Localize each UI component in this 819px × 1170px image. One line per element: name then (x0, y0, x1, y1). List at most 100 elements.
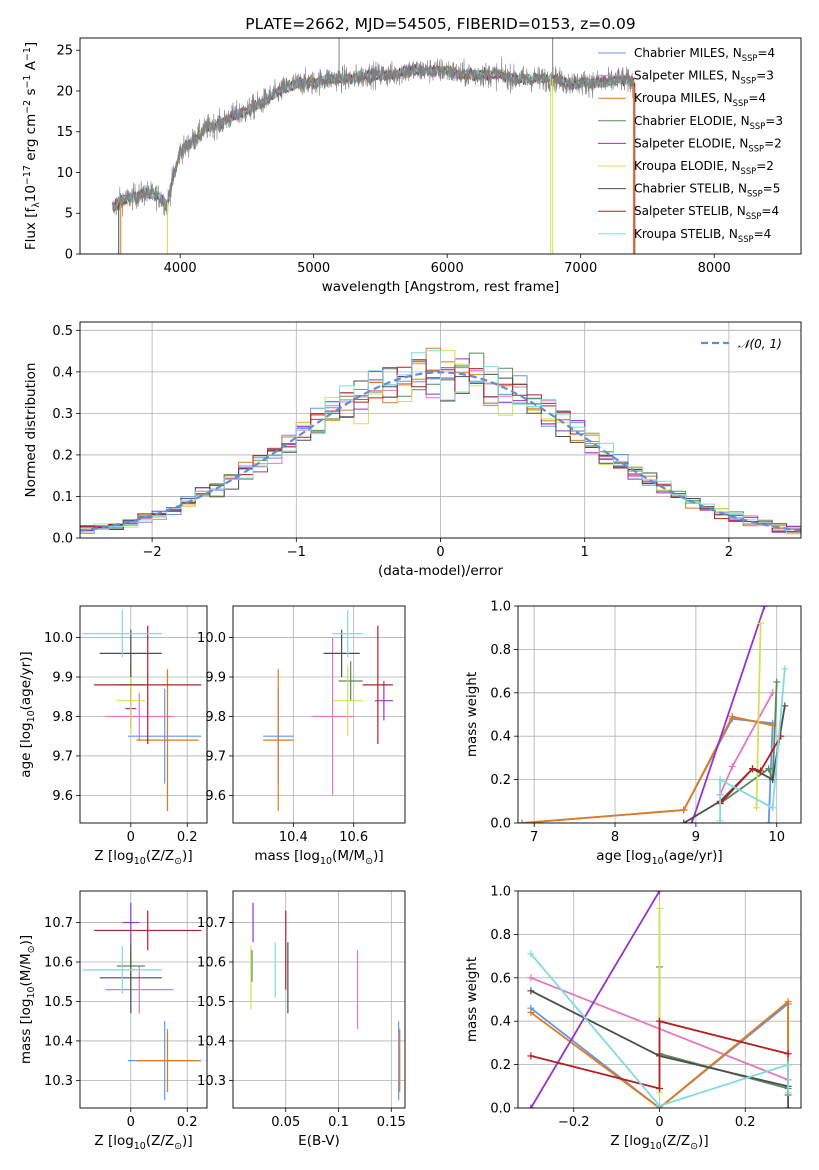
x-tick-label: 10 (768, 830, 785, 845)
weight-marker (769, 804, 777, 812)
y-tick-label: 10.6 (44, 956, 73, 971)
x-tick-label: 2 (725, 545, 733, 560)
weight-marker (769, 689, 777, 697)
axes-frame (79, 890, 208, 1109)
panel-age-metallicity: 0 0.2 9.6 9.7 9.8 9.9 10.0 Z [log10(Z/Z⊙)] age [… (18, 605, 208, 867)
y-tick-label: 10.5 (197, 995, 226, 1010)
weight-line (530, 989, 789, 1108)
x-tick-label: 7000 (564, 261, 597, 276)
plot-area-age-mass (233, 606, 405, 823)
x-tick-label: 1 (581, 545, 589, 560)
weight-marker (527, 1104, 535, 1108)
y-tick-label: 15 (56, 125, 73, 140)
y-tick-label: 10.4 (197, 1034, 226, 1049)
y-tick-label: 9.8 (205, 710, 226, 725)
y-tick-label: 0.2 (52, 448, 73, 463)
y-tick-label: 10.7 (197, 916, 226, 931)
legend-entry: Salpeter MILES, NSSP=3 (634, 69, 774, 86)
legend-entry: Salpeter ELODIE, NSSP=2 (634, 136, 782, 153)
y-tick-label: 0 (65, 248, 73, 263)
y-tick-label: 1.0 (490, 885, 511, 900)
x-tick-label: 8 (611, 830, 619, 845)
y-tick-label: 0.5 (52, 324, 73, 339)
legend-entry: Chabrier ELODIE, NSSP=3 (634, 114, 783, 131)
x-axis-label: E(B-V) (298, 1133, 340, 1149)
plot-area-residuals (80, 322, 801, 538)
panel-age-mass: 10.4 10.6 9.6 9.7 9.8 9.9 10.0 mass [log10(M/M⊙… (197, 605, 406, 867)
weight-marker (765, 765, 773, 773)
y-tick-label: 9.9 (52, 671, 73, 686)
y-tick-label: 10.4 (44, 1034, 73, 1049)
y-tick-label: 0.4 (490, 1015, 511, 1030)
axes-frame (79, 605, 208, 824)
y-tick-label: 0.4 (52, 365, 73, 380)
weight-line (690, 606, 766, 823)
x-axis-label: Z [log10(Z/Z⊙)] (94, 848, 192, 867)
x-tick-label: 0.05 (271, 1115, 300, 1130)
panel-weight-age: 7 8 9 10 0.0 0.2 0.4 0.6 0.8 1.0 age [log10(age/yr… (464, 600, 802, 867)
x-axis-label: Z [log10(Z/Z⊙)] (610, 1133, 708, 1152)
weight-marker (656, 1017, 663, 1025)
weight-marker (656, 891, 663, 895)
weight-line (530, 999, 789, 1108)
weight-marker (527, 1009, 535, 1017)
x-tick-label: 0 (127, 1115, 135, 1130)
y-tick-label: 5 (65, 207, 73, 222)
x-tick-label: 0.2 (177, 1115, 198, 1130)
legend-entry: Kroupa STELIB, NSSP=4 (634, 227, 771, 244)
x-tick-label: 4000 (164, 261, 197, 276)
weight-marker (716, 776, 724, 784)
weight-line (521, 715, 773, 823)
y-tick-label: 10.5 (44, 995, 73, 1010)
weight-line (530, 891, 661, 1108)
axes-frame (232, 605, 406, 824)
weight-marker (781, 665, 789, 673)
weight-marker (784, 1050, 792, 1058)
y-tick-label: 0.6 (490, 971, 511, 986)
plot-area-age-metallicity (80, 606, 207, 823)
x-tick-label: 9 (692, 830, 700, 845)
weight-marker (757, 767, 765, 775)
x-tick-label: 0.15 (377, 1115, 406, 1130)
y-axis-label: mass [log10(M/M⊙)] (18, 935, 37, 1064)
x-tick-label: 0.2 (735, 1115, 756, 1130)
y-tick-label: 9.9 (205, 671, 226, 686)
normal-reference-curve (80, 371, 801, 532)
weight-marker (728, 763, 736, 771)
weight-marker (527, 974, 535, 982)
weight-line (719, 735, 782, 805)
weight-marker (656, 904, 663, 912)
y-tick-label: 0.2 (490, 1058, 511, 1073)
y-axis-label: Normed distribution (23, 363, 39, 498)
y-tick-label: 9.6 (205, 789, 226, 804)
weight-marker (753, 804, 761, 812)
y-tick-label: 9.7 (205, 749, 226, 764)
y-tick-label: 0.0 (52, 532, 73, 547)
y-tick-label: 0.3 (52, 407, 73, 422)
y-tick-label: 10.3 (197, 1074, 226, 1089)
x-tick-label: 5000 (297, 261, 330, 276)
plot-area-mass-metallicity (80, 891, 207, 1108)
y-tick-label: 10.0 (197, 631, 226, 646)
plot-area-weight-age (518, 606, 801, 823)
x-tick-label: 0.1 (328, 1115, 349, 1130)
weight-marker (784, 998, 792, 1006)
legend: Chabrier MILES, NSSP=4 Salpeter MILES, NS… (598, 46, 783, 244)
y-tick-label: 25 (56, 44, 73, 59)
y-tick-label: 9.6 (52, 789, 73, 804)
y-axis-label: age [log10(age/yr)] (18, 651, 37, 777)
y-axis-label: Flux [fλ10−17 erg cm−2 s−1 A−1] (22, 42, 42, 250)
x-tick-label: 0 (436, 545, 444, 560)
y-tick-label: 10.3 (44, 1074, 73, 1089)
axes-frame (79, 321, 802, 539)
plot-area-mass-ebv (233, 891, 405, 1108)
x-tick-label: −0.2 (558, 1115, 590, 1130)
y-tick-label: 0.0 (490, 817, 511, 832)
x-axis-label: Z [log10(Z/Z⊙)] (94, 1133, 192, 1152)
panel-spectrum: 4000 5000 6000 7000 8000 0 5 10 15 20 25 wavelength… (22, 37, 802, 295)
y-tick-label: 0.2 (490, 773, 511, 788)
legend-entry: Kroupa ELODIE, NSSP=2 (634, 159, 774, 176)
x-axis-label: age [log10(age/yr)] (596, 848, 722, 867)
weight-marker (716, 817, 724, 823)
